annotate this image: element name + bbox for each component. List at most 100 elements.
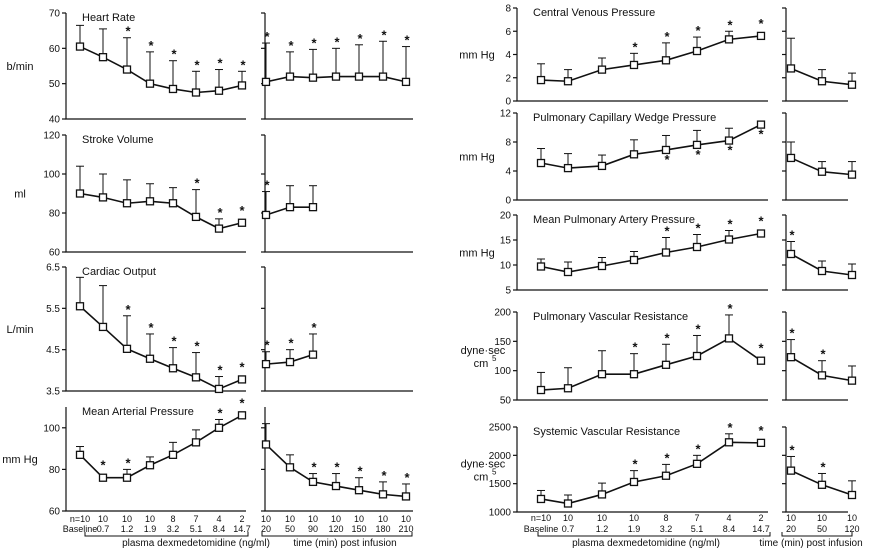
panel-7-dose-significance-marker: * — [664, 224, 670, 239]
panel-3-dose-point — [168, 364, 178, 373]
left-time-n-label: 10 — [401, 514, 411, 524]
panel-3-axis-b — [264, 267, 413, 392]
panel-3-dose-point — [214, 384, 224, 394]
panel-5-dose-point — [597, 65, 607, 74]
panel-2-dose-significance-marker: * — [217, 205, 223, 220]
panel-4-ytick-label: 60 — [49, 507, 61, 518]
panel-4-post-significance-marker: * — [357, 464, 363, 479]
panel-2-ytick-label: 100 — [43, 170, 60, 181]
right-dose-tick-label: 8.4 — [723, 524, 736, 534]
panel-8-post-significance-marker: * — [820, 347, 826, 362]
panel-8-ytick-label: 50 — [500, 396, 512, 407]
panel-7-post-point — [817, 266, 827, 276]
panel-9-dose-significance-marker: * — [695, 441, 701, 456]
left-time-n-label: 10 — [378, 514, 388, 524]
panel-1-ytick-label: 60 — [49, 44, 61, 55]
panel-8-dose-significance-marker: * — [664, 330, 670, 345]
panel-3-dose-point — [145, 354, 155, 363]
panel-4-post-significance-marker: * — [334, 460, 340, 475]
panel-5-dose-significance-marker: * — [758, 16, 764, 31]
panel-2-ytick-label: 120 — [43, 131, 60, 142]
panel-4-dose-significance-marker: * — [125, 455, 131, 470]
panel-6-dose-point — [756, 120, 766, 129]
panel-9-dose-point — [563, 499, 573, 508]
panel-4-post-point — [308, 477, 318, 487]
panel-7-ytick-label: 20 — [500, 211, 512, 222]
right-dose-n-label: 8 — [663, 513, 668, 523]
panel-7-dose-significance-marker: * — [758, 214, 764, 229]
panel-6-dose-significance-marker: * — [664, 152, 670, 167]
panel-6-ytick-label: 12 — [500, 109, 512, 120]
panel-5-dose-significance-marker: * — [632, 39, 638, 54]
panel-7-dose-significance-marker: * — [727, 217, 733, 232]
panel-1-post-significance-marker: * — [381, 27, 387, 42]
panel-2-post-point — [261, 210, 271, 220]
panel-8-dose-series-line — [540, 337, 762, 391]
panel-6-dose-point — [563, 163, 573, 173]
panel-3-ytick-label: 6.5 — [46, 263, 60, 274]
panel-8-dose-significance-marker: * — [727, 301, 733, 316]
panel-3-ytick-label: 5.5 — [46, 304, 60, 315]
panel-2-post-point — [308, 202, 318, 212]
panel-9-dose-significance-marker: * — [664, 450, 670, 465]
panel-1-ytick-label: 40 — [49, 115, 61, 126]
panel-1-dose-point — [191, 88, 201, 97]
panel-4-dose-significance-marker: * — [239, 395, 245, 410]
panel-1-dose-point — [98, 53, 108, 62]
panel-1-post-point — [308, 73, 318, 82]
panel-3-post-point — [308, 350, 318, 359]
panel-4-dose-point — [191, 438, 201, 447]
panel-4-dose-point — [98, 473, 108, 482]
panel-8-dose-significance-marker: * — [758, 341, 764, 356]
panel-2-dose-point — [122, 199, 132, 208]
panel-9-dose-significance-marker: * — [727, 420, 733, 435]
panel-2-axis-a — [65, 135, 246, 253]
right-time-tick-label: 50 — [817, 524, 827, 534]
panel-4-post-point — [285, 463, 295, 472]
panel-3-dose-point — [122, 344, 132, 353]
panel-9-ylabel-unit-exponent: 5 — [492, 468, 497, 477]
panel-3-dose-significance-marker: * — [217, 363, 223, 378]
panel-5-dose-significance-marker: * — [727, 17, 733, 32]
panel-8-title: Pulmonary Vascular Resistance — [533, 311, 688, 323]
panel-7-dose-point — [597, 261, 607, 271]
panel-7-ytick-label: 5 — [505, 286, 511, 297]
left-dose-n-label: 8 — [170, 514, 175, 524]
panel-8-dose-point — [563, 384, 573, 393]
panel-1-post-significance-marker: * — [357, 31, 363, 46]
right-dose-tick-label: 1.9 — [628, 524, 641, 534]
panel-1-title: Heart Rate — [82, 12, 135, 24]
left-time-tick-label: 180 — [375, 524, 390, 534]
panel-1-post-point — [401, 77, 411, 87]
panel-1-post-point — [285, 72, 295, 81]
left-dose-tick-label: 5.1 — [190, 524, 203, 534]
panel-6-post-point — [786, 153, 796, 163]
panel-3-ytick-label: 3.5 — [46, 387, 60, 398]
left-time-n-label: 10 — [285, 514, 295, 524]
panel-4-dose-point — [237, 411, 247, 420]
panel-4-dose-point — [122, 473, 132, 482]
panel-1-dose-significance-marker: * — [194, 57, 200, 72]
panel-8-ytick-label: 150 — [494, 337, 511, 348]
left-time-tick-label: 210 — [398, 524, 413, 534]
right-dose-n-label: 10 — [597, 513, 607, 523]
panel-2-dose-point — [75, 189, 85, 198]
panel-5-dose-point — [563, 77, 573, 86]
panel-4-dose-significance-marker: * — [217, 405, 223, 420]
panel-1-post-significance-marker: * — [264, 29, 270, 44]
panel-7-axis-b — [785, 215, 848, 291]
panel-5-ytick-label: 4 — [505, 50, 511, 61]
panel-8-ylabel: dyne·sec — [461, 345, 506, 357]
panel-9-ytick-label: 2500 — [489, 423, 512, 434]
panel-7-dose-significance-marker: * — [695, 221, 701, 236]
panel-1-dose-point — [122, 65, 132, 74]
panel-9-dose-point — [756, 438, 766, 448]
right-dose-tick-label: Baseline — [524, 524, 559, 534]
panel-6-title: Pulmonary Capillary Wedge Pressure — [533, 112, 716, 124]
left-time-tick-label: 50 — [285, 524, 295, 534]
right-time-tick-label: 120 — [844, 524, 859, 534]
panel-4-post-significance-marker: * — [311, 460, 317, 475]
panel-4-ylabel: mm Hg — [2, 454, 37, 466]
left-dose-n-label: 7 — [193, 514, 198, 524]
panel-9-dose-significance-marker: * — [758, 423, 764, 438]
